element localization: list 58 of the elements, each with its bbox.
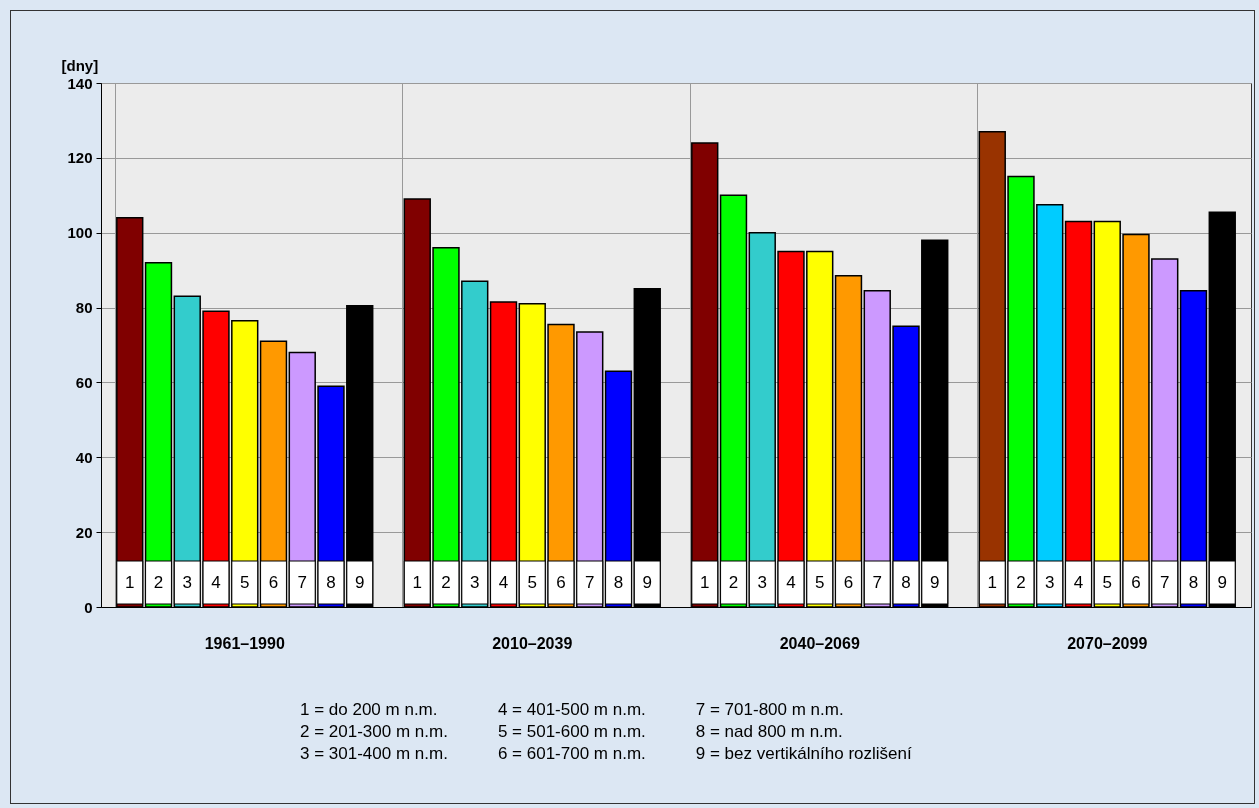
text: 3 = 301-400 m n.m. [300, 744, 448, 765]
text: 5 [1102, 573, 1112, 592]
text: 2 [1016, 573, 1026, 592]
text: 3 [1045, 573, 1055, 592]
series-label: 6 [268, 573, 279, 592]
y-tick-label: 80 [75, 299, 93, 317]
y-tick-label: 20 [75, 523, 93, 541]
text: 7 [585, 573, 595, 592]
y-tick-label: 120 [67, 149, 93, 167]
y-tick-label: 40 [75, 448, 93, 466]
text: 5 = 501-600 m n.m. [497, 722, 646, 743]
text: 9 [1217, 573, 1227, 592]
series-label: 8 [326, 573, 336, 592]
text: 6 [843, 573, 854, 592]
x-tick-label: 2010–2039 [492, 634, 573, 652]
series-label: 4 [498, 573, 509, 592]
text: 7 [872, 573, 882, 592]
text: 6 [1131, 573, 1141, 592]
text: 9 [642, 573, 652, 592]
text: 4 [1073, 573, 1084, 592]
text: 4 = 401-500 m n.m. [497, 700, 646, 721]
series-label: 3 [470, 573, 480, 592]
text: 8 [613, 573, 624, 592]
text: 6 = 601-700 m n.m. [497, 744, 646, 765]
text: 3 [182, 573, 192, 592]
text: 1 [987, 573, 997, 592]
series-label: 1 [412, 573, 422, 592]
series-label: 9 [355, 573, 365, 592]
y-tick-label: 60 [75, 373, 93, 391]
text: 1 [125, 573, 135, 592]
x-tick-label: 2040–2069 [779, 634, 860, 652]
text: 8 [901, 573, 911, 592]
text: 8 = nad 800 m n.m. [695, 722, 844, 743]
series-label: 2 [441, 573, 451, 592]
text: 9 = bez vertikálního rozlišení [695, 744, 912, 765]
y-tick-label: 140 [67, 74, 93, 92]
y-tick-label: 0 [84, 598, 93, 616]
text: 7 = 701-800 m n.m. [695, 700, 845, 721]
text: 6 [556, 573, 566, 592]
text: 4 [786, 573, 796, 592]
text: 2 [728, 573, 739, 592]
text: 1 = do 200 m n.m. [300, 700, 439, 721]
text: 1 [700, 573, 710, 592]
y-axis-title: [dny] [61, 56, 99, 74]
text: 7 [1160, 573, 1170, 592]
text: 9 [930, 573, 940, 592]
text: 2 = 201-300 m n.m. [300, 722, 448, 743]
text: 4 [211, 573, 221, 592]
series-label: 7 [297, 573, 307, 592]
text: 3 [757, 573, 767, 592]
series-label: 5 [240, 573, 250, 592]
y-tick-label: 100 [67, 224, 93, 242]
text: 5 [815, 573, 825, 592]
text: 2 [153, 573, 164, 592]
x-tick-label: 1961–1990 [204, 634, 285, 652]
text: 5 [527, 573, 537, 592]
text: 8 [1188, 573, 1199, 592]
x-tick-label: 2070–2099 [1067, 634, 1148, 652]
